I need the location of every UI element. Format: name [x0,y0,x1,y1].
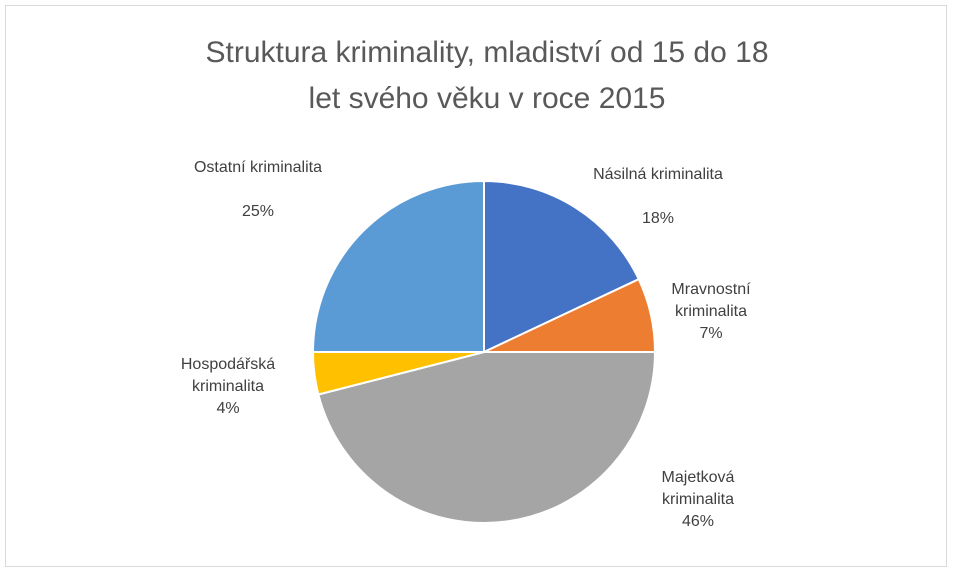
slice-value-label: 7% [699,325,723,342]
slice-label: Majetková kriminalita [661,469,735,508]
pie-slice [311,179,485,353]
slice-value-label: 46% [681,513,715,530]
slice-label: Mravnostní kriminalita [671,281,751,320]
slice-value-label: 4% [216,400,240,417]
pie-slice [317,351,657,525]
slice-label: Hospodářská kriminalita [180,356,276,395]
slice-value-label: 18% [641,210,675,227]
chart-title: Struktura kriminality, mladiství od 15 d… [205,36,769,115]
slice-value-label: 25% [241,203,275,220]
chart-border [5,5,947,567]
pie-slice [483,179,641,354]
slice-label: Ostatní kriminalita [193,159,323,176]
slice-label: Násilná kriminalita [593,166,723,183]
